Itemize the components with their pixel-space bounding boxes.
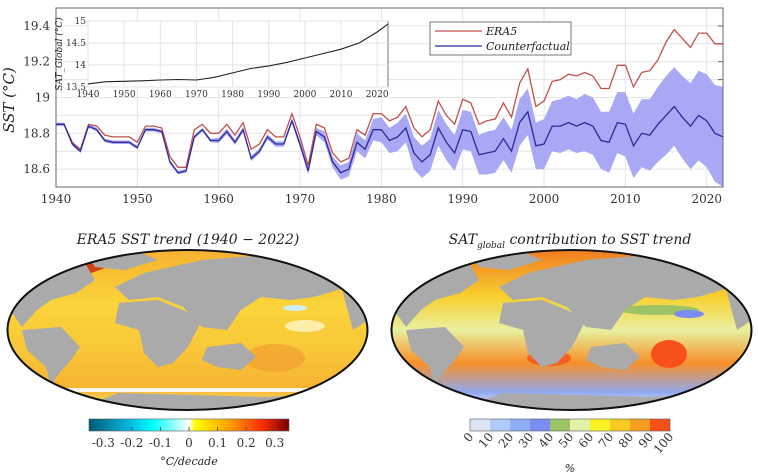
right-colorbar-bin [490,419,510,431]
x-tick-label: 1990 [447,192,478,206]
counterfactual-series-line [56,105,723,174]
inset-x-tick-label: 2000 [293,90,316,100]
inset-x-tick-label: 1940 [77,90,100,100]
inset-y-tick-label: 14 [75,61,87,71]
y-tick-label: 19 [35,91,50,105]
right-colorbar-bin [510,419,530,431]
left-colorbar-ticks: -0.3 -0.2 -0.1 0 0.1 0.2 0.3 [92,427,284,450]
sat-global-series-line [87,23,389,85]
inset-grid [87,20,388,88]
inset-x-tick-label: 1960 [149,90,172,100]
right-colorbar-tick-label: 100 [651,430,676,457]
right-colorbar-tick-label: 80 [616,430,637,451]
y-tick-label: 18.6 [23,162,50,176]
title-subscript: global [477,241,505,251]
inset-y-axis-label: SAT_Global (°C) [54,17,65,91]
right-colorbar-label: % [565,462,575,475]
inset-x-tick-label: 1970 [185,90,208,100]
x-tick-label: 2010 [610,192,641,206]
sat-global-contribution-map-panel: SATglobal contribution to SST trend 0 10 2… [390,232,753,475]
main-axes-frame [55,7,724,188]
x-tick-label: 1960 [203,192,234,206]
right-colorbar-tick-label: 10 [476,430,497,451]
left-map-title: ERA5 SST trend (1940 − 2022) [76,232,300,248]
right-colorbar-tick-label: 60 [576,430,597,451]
left-colorbar-tick-label: 0 [185,436,193,450]
inset-x-tick-label: 2020 [366,90,389,100]
inset-x-tick-label: 1980 [221,90,244,100]
inset-y-tick-label: 14.5 [66,39,86,49]
x-tick-label: 1970 [285,192,316,206]
right-colorbar-tick-label: 50 [556,430,577,451]
right-map-title: SATglobal contribution to SST trend [449,232,692,251]
right-colorbar-bin [550,419,570,431]
y-tick-label: 19.2 [23,55,50,69]
sat-global-inset-chart: 1940 1950 1960 1970 1980 1990 2000 2010 2020 13.5… [54,17,389,100]
right-colorbar-bin [650,419,670,431]
x-tick-label: 1950 [122,192,153,206]
inset-tick-labels: 1940 1950 1960 1970 1980 1990 2000 2010 2020 13.5… [66,17,389,100]
right-colorbar-bin [570,419,590,431]
counterfactual-uncertainty-band [56,67,723,187]
left-colorbar-tick-label: 0.2 [237,436,256,450]
inset-x-tick-label: 2010 [330,90,353,100]
legend-label-era5: ERA5 [485,25,517,38]
y-tick-label: 19.4 [23,19,50,33]
x-tick-label: 1980 [366,192,397,206]
left-colorbar-tick-label: -0.3 [92,436,115,450]
legend-label-counterfactual: Counterfactual [486,40,570,53]
right-colorbar-frame [469,418,671,432]
right-colorbar-tick-label: 30 [516,430,537,451]
left-colorbar-label: °C/decade [160,455,218,468]
era5-sst-trend-map [6,249,369,411]
right-colorbar-tick-label: 20 [496,430,517,451]
inset-y-tick-label: 15 [75,17,87,27]
era5-sst-trend-map-panel: ERA5 SST trend (1940 − 2022) -0.3 -0.2 -0.… [6,232,369,468]
left-colorbar-tick-label: -0.1 [149,436,172,450]
left-colorbar-tick-label: 0.3 [265,436,284,450]
era5-series-line [56,28,723,168]
right-colorbar-tick-label: 40 [536,430,557,451]
y-tick-label: 18.8 [23,126,50,140]
legend: ERA5 Counterfactual [429,21,572,56]
right-colorbar-bin [610,419,630,431]
left-colorbar-tick-label: -0.2 [120,436,143,450]
inset-y-tick-label: 13.5 [66,83,86,93]
x-tick-label: 2020 [691,192,722,206]
inset-x-tick-label: 1950 [113,90,136,100]
sat-global-contribution-map [390,249,753,411]
inset-x-tick-label: 1990 [257,90,280,100]
left-colorbar-tick-label: 0.1 [208,436,227,450]
right-colorbar-bin [470,419,490,431]
x-tick-label: 1940 [41,192,72,206]
right-colorbar-tick-label: 70 [596,430,617,451]
main-tick-labels: 1940 1950 1960 1970 1980 1990 2000 2010 2020 18.6… [23,19,722,206]
right-colorbar [469,418,671,432]
title-sat: SAT [449,232,479,248]
right-colorbar-bin [530,419,550,431]
right-colorbar-tick-label: 0 [461,430,477,445]
x-tick-label: 2000 [529,192,560,206]
main-y-axis-label: SST (°C) [0,67,18,133]
right-colorbar-bin [630,419,650,431]
title-rest: contribution to SST trend [505,232,691,248]
sst-timeseries-chart: 1940 1950 1960 1970 1980 1990 2000 2010 2020 18.6… [0,7,724,206]
right-colorbar-bin [590,419,610,431]
